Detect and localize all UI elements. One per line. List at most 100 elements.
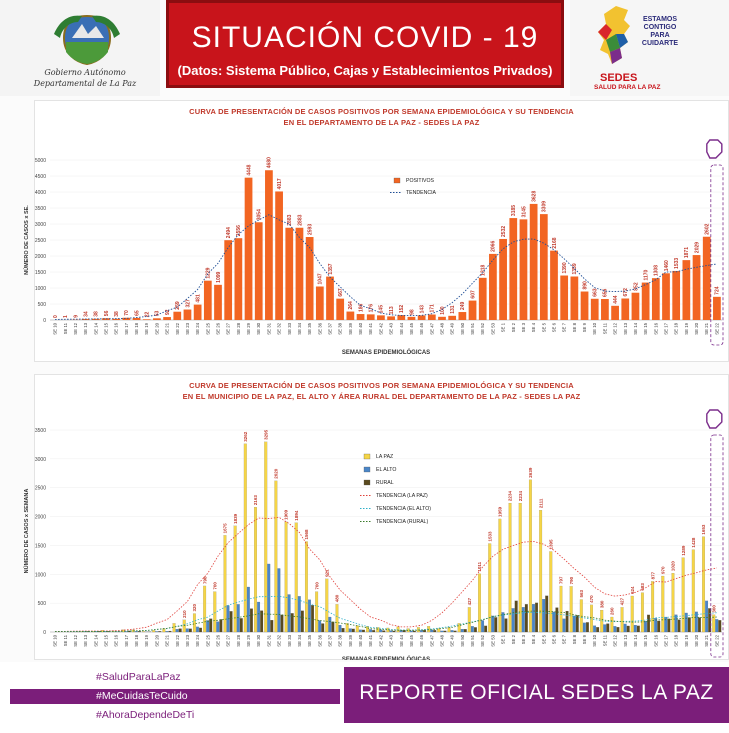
x-tick-label: SE 26: [216, 322, 221, 334]
bar-el-alto: [185, 628, 189, 633]
bar-el-alto: [236, 604, 240, 633]
data-label: 1395: [548, 539, 553, 550]
legend-label: POSITIVOS: [406, 178, 435, 184]
bar: [702, 236, 711, 320]
x-tick-label: SE 20: [154, 634, 159, 646]
bar-el-alto: [277, 568, 281, 633]
trend-line: [55, 610, 717, 632]
x-tick-label: SE 17: [124, 322, 129, 334]
data-label: 667: [338, 288, 344, 297]
x-tick-label: SE 16: [114, 322, 119, 334]
bar-rural: [260, 610, 264, 633]
data-label: 2556: [236, 225, 242, 236]
bar-el-alto: [450, 630, 454, 633]
crest-icon: [54, 14, 120, 66]
x-tick-label: SE 41: [368, 322, 373, 334]
bar-la-paz: [640, 592, 644, 633]
y-tick-label: 4500: [35, 174, 46, 180]
bar-el-alto: [287, 594, 291, 633]
x-tick-label: SE 9: [582, 634, 587, 644]
bar: [692, 255, 701, 320]
bar-la-paz: [569, 586, 573, 633]
chart2-title-line2: EN EL MUNICIPIO DE LA PAZ, EL ALTO Y ÁRE…: [182, 392, 581, 401]
x-tick-label: SE 42: [378, 634, 383, 646]
data-label: 1357: [328, 263, 334, 274]
bar-rural: [331, 621, 335, 633]
x-tick-label: SE 22: [175, 634, 180, 646]
x-tick-label: SE 49: [450, 634, 455, 646]
bar: [193, 304, 202, 320]
bar-la-paz: [294, 522, 298, 633]
government-header: Gobierno Autónomo Departamental de La Pa…: [0, 0, 160, 96]
bar: [519, 219, 528, 320]
x-tick-label: SE 16: [653, 634, 658, 646]
bar: [203, 280, 212, 320]
bar-la-paz: [651, 581, 655, 633]
bar-el-alto: [511, 608, 515, 633]
data-label: 56: [104, 310, 110, 316]
chart1-title-line2: EN EL DEPARTAMENTO DE LA PAZ - SEDES LA …: [283, 118, 480, 127]
legend-label: EL ALTO: [376, 467, 396, 473]
bar: [254, 222, 263, 320]
bar-el-alto: [521, 607, 525, 633]
data-label: 1894: [294, 510, 299, 521]
data-label: 1020: [671, 561, 676, 572]
x-tick-label: SE 26: [216, 634, 221, 646]
bar: [662, 273, 670, 320]
x-tick-label: SE 33: [287, 634, 292, 646]
page-subtitle: (Datos: Sistema Público, Cajas y Estable…: [177, 63, 553, 78]
x-tick-label: SE 3: [521, 634, 526, 644]
x-tick-label: SE 32: [277, 322, 282, 334]
data-label: 152: [399, 305, 405, 314]
data-label: 481: [195, 294, 201, 303]
bar-rural: [229, 611, 233, 633]
data-label: 259: [175, 301, 181, 310]
y-tick-label: 3500: [35, 428, 46, 434]
data-label: 480: [335, 594, 340, 602]
bar-rural: [433, 630, 437, 633]
x-tick-label: SE 52: [480, 322, 485, 334]
bar: [326, 276, 334, 320]
bar: [560, 275, 569, 320]
bar-la-paz: [528, 479, 532, 633]
bar-rural: [524, 604, 528, 633]
bar: [631, 292, 640, 320]
data-label: 2066: [491, 241, 497, 252]
bar: [295, 227, 304, 320]
bar-la-paz: [172, 623, 176, 633]
chart2-title-line1: CURVA DE PRESENTACIÓN DE CASOS POSITIVOS…: [189, 381, 574, 390]
y-tick-label: 1000: [35, 286, 46, 292]
data-label: 210: [182, 610, 187, 618]
trend-line: [55, 595, 717, 633]
data-label: 1011: [477, 561, 482, 571]
bar: [285, 227, 294, 320]
bar-el-alto: [338, 624, 342, 633]
bar-rural: [667, 618, 671, 633]
bar-la-paz: [254, 507, 257, 633]
x-tick-label: SE 21: [165, 322, 170, 334]
data-label: 1460: [664, 260, 670, 271]
pointing-hand-icon: [706, 409, 723, 429]
bar-rural: [219, 619, 223, 633]
bar-el-alto: [369, 629, 373, 633]
bar: [387, 316, 395, 320]
sedes-logo: [570, 0, 729, 96]
bar-la-paz: [304, 541, 308, 633]
bar-la-paz: [284, 521, 288, 633]
y-axis-label: NÚMERO DE CASOS x SE.: [23, 205, 30, 275]
bar-rural: [249, 608, 253, 633]
x-tick-label: SE 10: [53, 322, 58, 334]
data-label: 3309: [542, 201, 548, 212]
bar: [427, 314, 436, 320]
y-tick-label: 500: [38, 601, 47, 607]
bar: [651, 278, 660, 320]
x-tick-label: SE 16: [653, 322, 658, 334]
x-tick-label: SE 17: [664, 322, 669, 334]
bar-el-alto: [165, 631, 169, 633]
bar: [102, 318, 110, 320]
bar-rural: [311, 605, 314, 633]
x-tick-label: SE 14: [93, 322, 98, 334]
x-tick-label: SE 12: [613, 634, 618, 646]
bar-rural: [647, 614, 650, 633]
x-tick-label: SE 22: [175, 322, 180, 334]
